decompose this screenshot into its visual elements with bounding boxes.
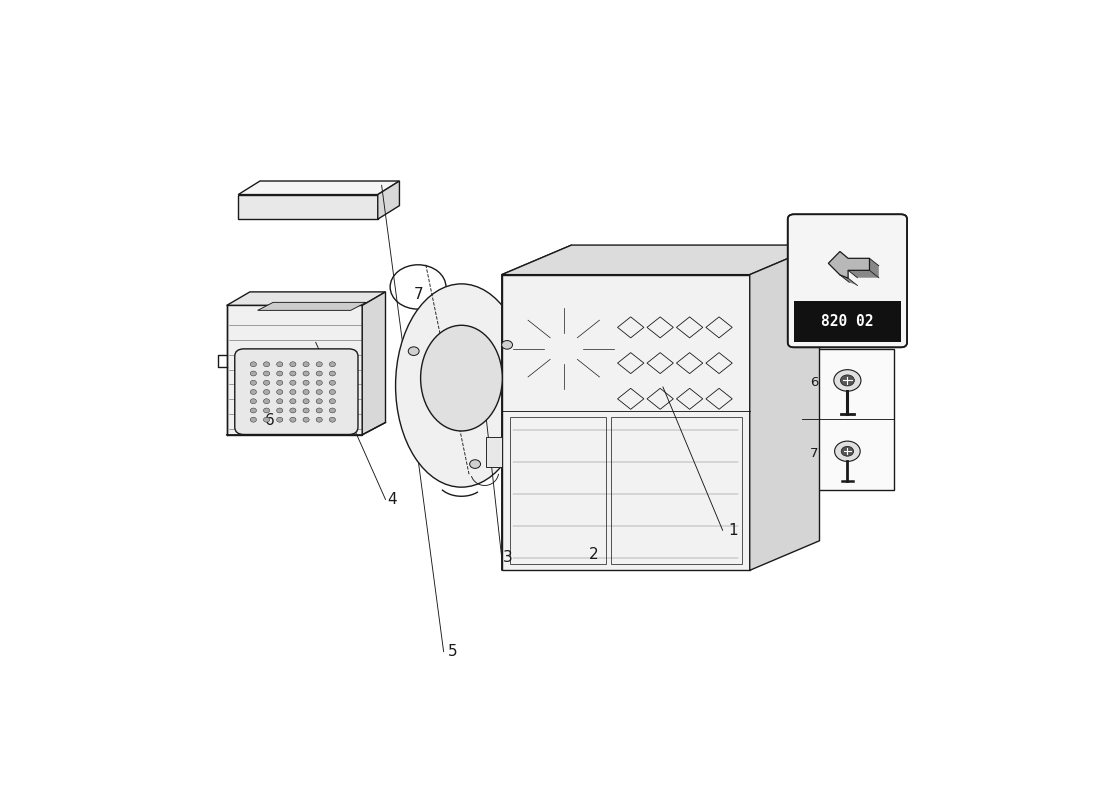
Polygon shape <box>227 292 385 306</box>
Polygon shape <box>502 274 750 570</box>
Polygon shape <box>377 181 399 219</box>
Polygon shape <box>572 467 682 473</box>
Text: 820 02: 820 02 <box>821 314 873 329</box>
Circle shape <box>316 398 322 404</box>
Polygon shape <box>848 270 879 278</box>
Text: 4: 4 <box>387 492 397 507</box>
Circle shape <box>276 380 283 386</box>
Circle shape <box>316 418 322 422</box>
Polygon shape <box>669 467 682 496</box>
Circle shape <box>329 371 336 376</box>
Circle shape <box>329 398 336 404</box>
Circle shape <box>316 408 322 413</box>
Circle shape <box>316 380 322 386</box>
Circle shape <box>302 408 309 413</box>
Polygon shape <box>869 258 879 278</box>
Circle shape <box>302 371 309 376</box>
Circle shape <box>329 380 336 386</box>
Polygon shape <box>750 245 820 570</box>
Circle shape <box>408 347 419 355</box>
Circle shape <box>251 371 256 376</box>
FancyBboxPatch shape <box>794 301 901 342</box>
Circle shape <box>251 408 256 413</box>
Text: 7: 7 <box>414 287 424 302</box>
Circle shape <box>263 390 270 394</box>
Circle shape <box>302 362 309 366</box>
Polygon shape <box>239 194 377 219</box>
Circle shape <box>329 390 336 394</box>
FancyBboxPatch shape <box>802 349 894 490</box>
Circle shape <box>276 408 283 413</box>
Circle shape <box>316 362 322 366</box>
Circle shape <box>289 390 296 394</box>
Circle shape <box>842 446 854 456</box>
Circle shape <box>289 371 296 376</box>
Circle shape <box>302 380 309 386</box>
Polygon shape <box>502 245 820 274</box>
Circle shape <box>289 418 296 422</box>
Circle shape <box>263 380 270 386</box>
Circle shape <box>316 390 322 394</box>
Circle shape <box>289 398 296 404</box>
Circle shape <box>276 398 283 404</box>
Circle shape <box>263 418 270 422</box>
Circle shape <box>840 375 855 386</box>
Polygon shape <box>572 473 669 496</box>
Polygon shape <box>362 292 385 435</box>
Circle shape <box>329 418 336 422</box>
Circle shape <box>276 362 283 366</box>
Circle shape <box>302 390 309 394</box>
Ellipse shape <box>420 326 503 431</box>
Circle shape <box>276 371 283 376</box>
Circle shape <box>263 371 270 376</box>
Circle shape <box>263 398 270 404</box>
Circle shape <box>289 380 296 386</box>
Text: 3: 3 <box>504 550 513 566</box>
Circle shape <box>251 418 256 422</box>
Circle shape <box>289 362 296 366</box>
Circle shape <box>251 398 256 404</box>
Polygon shape <box>227 306 362 435</box>
FancyBboxPatch shape <box>788 214 908 347</box>
Circle shape <box>470 460 481 468</box>
Circle shape <box>302 418 309 422</box>
Text: 1: 1 <box>728 522 738 538</box>
Circle shape <box>329 362 336 366</box>
Text: 2: 2 <box>588 547 598 562</box>
Ellipse shape <box>396 284 527 487</box>
Polygon shape <box>239 181 399 194</box>
Text: 7: 7 <box>811 447 818 460</box>
Text: 5: 5 <box>448 644 458 659</box>
Text: 6: 6 <box>811 376 818 389</box>
FancyBboxPatch shape <box>234 349 358 434</box>
Circle shape <box>276 390 283 394</box>
Circle shape <box>251 362 256 366</box>
Circle shape <box>289 408 296 413</box>
Text: 6: 6 <box>265 413 274 428</box>
Circle shape <box>251 380 256 386</box>
Circle shape <box>835 441 860 462</box>
Circle shape <box>263 362 270 366</box>
Circle shape <box>251 390 256 394</box>
Circle shape <box>263 408 270 413</box>
Circle shape <box>834 370 861 391</box>
Circle shape <box>276 418 283 422</box>
Polygon shape <box>486 438 502 467</box>
Polygon shape <box>502 245 572 570</box>
Polygon shape <box>840 275 857 286</box>
Polygon shape <box>257 302 366 310</box>
Circle shape <box>329 408 336 413</box>
Circle shape <box>302 398 309 404</box>
Circle shape <box>502 341 513 349</box>
Circle shape <box>316 371 322 376</box>
Polygon shape <box>828 251 869 278</box>
